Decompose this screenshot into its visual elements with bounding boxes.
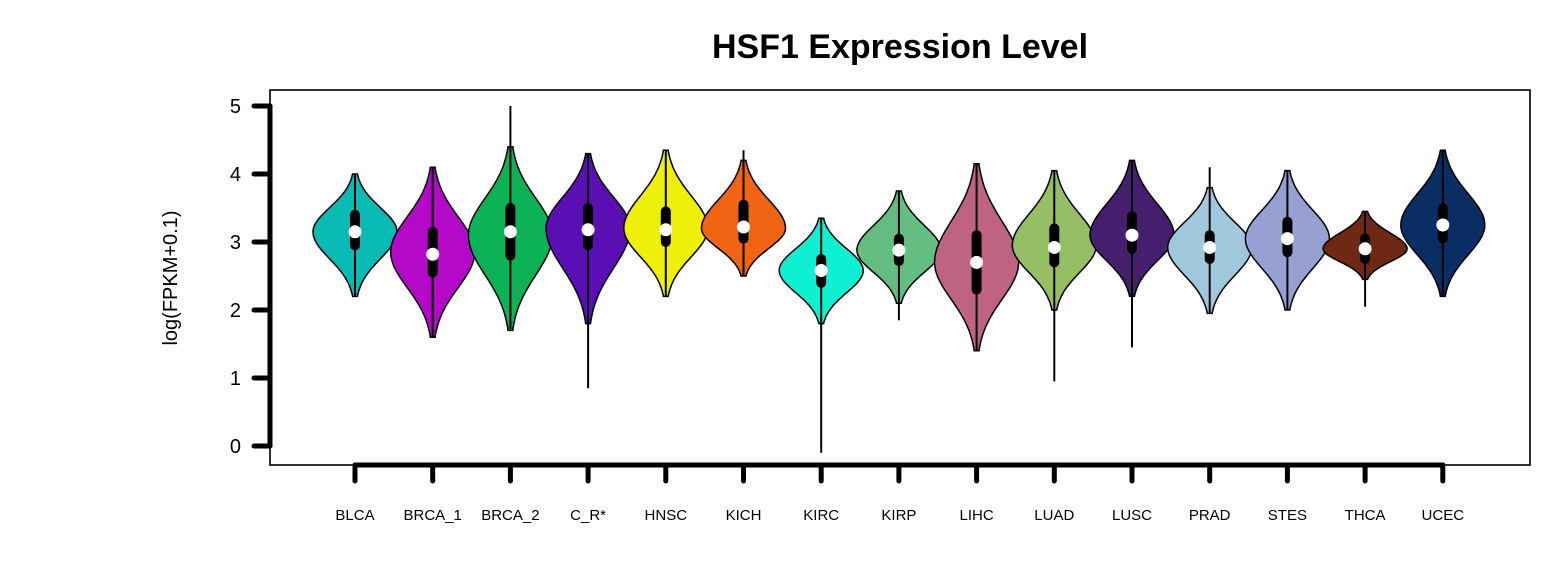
violin-group [467, 106, 554, 332]
violin-group [1089, 159, 1175, 348]
y-tick-label: 5 [230, 96, 241, 118]
violin-median [892, 243, 906, 257]
violin-median [737, 220, 750, 234]
violin-group [1011, 169, 1098, 382]
x-tick-label: STES [1268, 507, 1307, 524]
violin-median [426, 247, 440, 261]
violin-median [659, 223, 673, 237]
violin-median [348, 225, 362, 239]
y-tick-label: 3 [230, 232, 241, 254]
violin-median [503, 225, 517, 239]
chart-title: HSF1 Expression Level [712, 28, 1088, 66]
violin-group [933, 163, 1020, 352]
x-tick-label: UCEC [1422, 507, 1465, 524]
violin-group [623, 149, 709, 298]
x-tick-label: LUSC [1112, 507, 1152, 524]
x-axis: BLCA BRCA_1 BRCA_2 C_R* HNSC KICH KIRC KIRP LIHC… [335, 462, 1465, 524]
violin-median [1436, 218, 1450, 232]
x-tick-label: C_R* [570, 507, 606, 524]
x-tick-label: KIRC [803, 507, 839, 524]
x-tick-label: BLCA [335, 507, 374, 524]
violin-median [581, 223, 595, 237]
y-tick-label: 0 [230, 436, 241, 458]
y-tick-label: 2 [230, 300, 241, 322]
y-tick-label: 1 [230, 368, 241, 390]
y-axis-label: log(FPKM+0.1) [160, 210, 182, 345]
x-tick-label: BRCA_1 [404, 507, 462, 524]
violin-group [389, 166, 476, 338]
violin-group [1244, 169, 1331, 311]
x-tick-label: HNSC [645, 507, 688, 524]
violin-median [1358, 242, 1372, 256]
violin-median [1203, 240, 1217, 254]
x-tick-label: PRAD [1189, 507, 1231, 524]
violin-median [1125, 228, 1139, 242]
x-tick-label: LUAD [1034, 507, 1074, 524]
violin-group [700, 150, 787, 277]
violin-group [545, 152, 631, 389]
violin-series [312, 106, 1486, 453]
x-tick-label: BRCA_2 [481, 507, 539, 524]
violin-group [778, 217, 864, 453]
violin-group [1400, 149, 1486, 298]
violin-group [312, 173, 398, 298]
violin-median [1280, 232, 1294, 246]
violin-group [1166, 167, 1253, 315]
violin-median [970, 255, 984, 269]
x-tick-label: KIRP [881, 507, 916, 524]
violin-median [1047, 240, 1061, 254]
x-tick-label: LIHC [960, 507, 994, 524]
x-tick-label: KICH [726, 507, 762, 524]
y-axis: 0 1 2 3 4 5 [230, 96, 273, 458]
violin-group [856, 190, 942, 321]
x-tick-label: THCA [1345, 507, 1386, 524]
violin-median [814, 264, 828, 278]
y-tick-label: 4 [230, 164, 241, 186]
violin-group [1322, 210, 1408, 307]
